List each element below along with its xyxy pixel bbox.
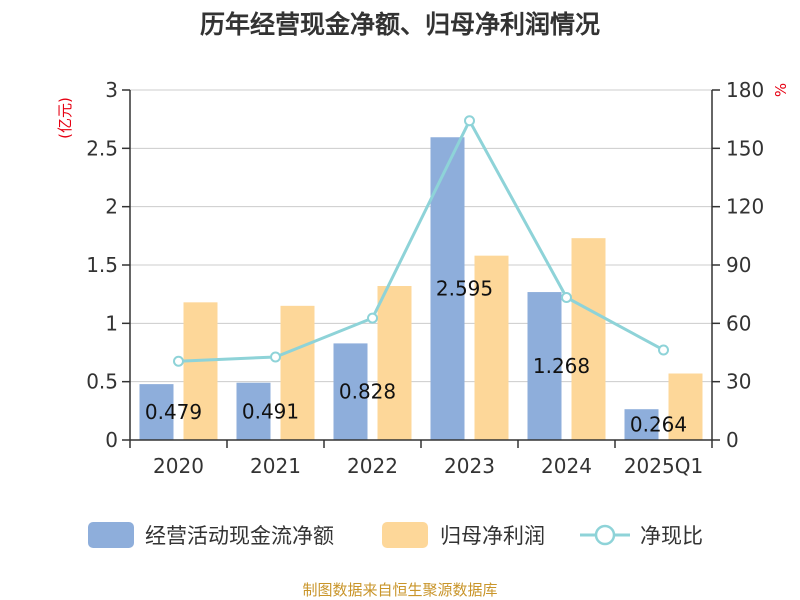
- bar-net-profit[interactable]: [377, 286, 412, 440]
- x-category-label: 2022: [347, 454, 398, 478]
- left-tick-label: 0.5: [86, 370, 118, 394]
- ratio-point[interactable]: [367, 312, 378, 324]
- gridlines: [130, 89, 712, 383]
- left-tick-label: 0: [105, 428, 118, 452]
- data-source: 制图数据来自恒生聚源数据库: [302, 581, 497, 599]
- data-label-cash-flow: 0.491: [242, 399, 299, 423]
- left-axis-unit: (亿元): [56, 97, 74, 139]
- ratio-point[interactable]: [464, 115, 475, 127]
- chart-title: 历年经营现金净额、归母净利润情况: [200, 10, 600, 39]
- legend-swatch-cash-flow: [88, 522, 134, 548]
- ratio-line-path: [178, 117, 665, 363]
- legend-swatch-net-profit: [382, 522, 428, 548]
- bar-net-profit[interactable]: [474, 255, 509, 440]
- x-category-label: 2025Q1: [624, 454, 703, 478]
- ratio-point[interactable]: [270, 351, 281, 363]
- bar-operating-cash-flow[interactable]: [236, 382, 271, 440]
- bar-operating-cash-flow[interactable]: [527, 292, 562, 440]
- ratio-point[interactable]: [658, 344, 669, 356]
- left-tick-label: 2: [105, 195, 118, 219]
- ratio-point[interactable]: [561, 291, 572, 303]
- right-tick-label: 60: [726, 311, 751, 335]
- right-tick-label: 150: [726, 136, 764, 160]
- right-tick-label: 90: [726, 253, 751, 277]
- left-tick-label: 1.5: [86, 253, 118, 277]
- left-tick-label: 3: [105, 78, 118, 102]
- x-category-label: 2023: [444, 454, 495, 478]
- right-axis-unit: %: [772, 83, 790, 97]
- ratio-line: [173, 115, 669, 367]
- left-tick-label: 1: [105, 311, 118, 335]
- left-tick-label: 2.5: [86, 136, 118, 160]
- bars: [139, 137, 703, 441]
- data-labels: 0.479 0.491 0.828 2.595 1.268 0.264: [145, 277, 687, 437]
- legend-label-cash-flow: 经营活动现金流净额: [145, 524, 334, 548]
- legend-marker-ratio: [594, 524, 616, 546]
- ratio-point[interactable]: [173, 355, 184, 367]
- bar-operating-cash-flow[interactable]: [333, 343, 368, 440]
- legend-label-net-profit: 归母净利润: [440, 524, 545, 548]
- legend[interactable]: 经营活动现金流净额 归母净利润 净现比: [88, 522, 703, 548]
- right-tick-label: 180: [726, 78, 764, 102]
- bar-net-profit[interactable]: [668, 373, 703, 441]
- bar-operating-cash-flow[interactable]: [139, 384, 174, 440]
- bar-net-profit[interactable]: [571, 238, 606, 440]
- x-category-label: 2021: [250, 454, 301, 478]
- legend-label-ratio: 净现比: [640, 524, 703, 548]
- bar-operating-cash-flow[interactable]: [624, 409, 659, 440]
- right-tick-label: 120: [726, 195, 764, 219]
- data-label-cash-flow: 0.264: [630, 413, 687, 437]
- bar-net-profit[interactable]: [183, 302, 218, 440]
- data-label-cash-flow: 1.268: [533, 354, 590, 378]
- data-label-cash-flow: 0.828: [339, 380, 396, 404]
- data-label-cash-flow: 0.479: [145, 400, 202, 424]
- data-label-cash-flow: 2.595: [436, 277, 493, 301]
- x-category-label: 2020: [153, 454, 204, 478]
- right-tick-label: 0: [726, 428, 739, 452]
- right-tick-label: 30: [726, 370, 751, 394]
- bar-net-profit[interactable]: [280, 305, 315, 440]
- x-category-label: 2024: [541, 454, 592, 478]
